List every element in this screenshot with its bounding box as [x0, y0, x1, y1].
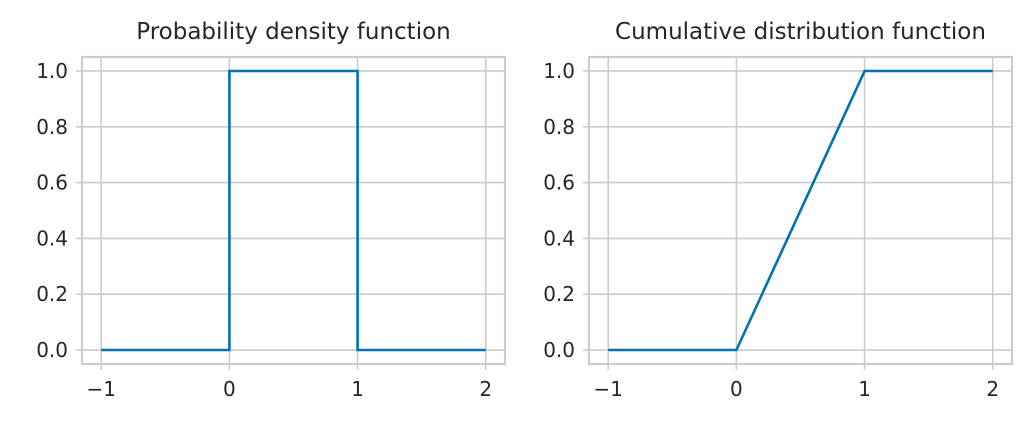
pdf-y-tick-label: 0.4	[36, 226, 68, 250]
pdf-grid	[82, 57, 505, 364]
cdf-x-tick-label: −1	[593, 377, 622, 401]
pdf-series	[101, 69, 486, 352]
cdf-grid	[589, 57, 1012, 364]
pdf-y-tick-label: 0.6	[36, 171, 68, 195]
cdf-y-tick-label: 0.4	[543, 226, 575, 250]
cdf-y-tick-label: 0.2	[543, 282, 575, 306]
pdf-chart-panel: Probability density function −1 0 1 2 0.0 0.2…	[36, 19, 507, 401]
cdf-chart-title: Cumulative distribution function	[615, 19, 986, 45]
pdf-x-tick-label: 2	[479, 377, 492, 401]
pdf-y-tick-label: 1.0	[36, 59, 68, 83]
cdf-y-tick-label: 1.0	[543, 59, 575, 83]
pdf-x-tick-label: −1	[86, 377, 115, 401]
pdf-x-tick-label: 0	[223, 377, 236, 401]
cdf-x-tick-label: 0	[730, 377, 743, 401]
pdf-plot-frame	[80, 55, 507, 366]
pdf-x-tick-label: 1	[351, 377, 364, 401]
pdf-y-tick-label: 0.0	[36, 338, 68, 362]
cdf-y-tick-label: 0.0	[543, 338, 575, 362]
cdf-ticks: −1 0 1 2 0.0 0.2 0.4 0.6 0.8 1.0	[543, 59, 999, 401]
cdf-y-tick-label: 0.6	[543, 171, 575, 195]
cdf-series-line-0	[608, 69, 993, 352]
pdf-y-tick-label: 0.2	[36, 282, 68, 306]
cdf-series	[608, 69, 993, 352]
cdf-x-tick-label: 2	[986, 377, 999, 401]
pdf-y-tick-label: 0.8	[36, 115, 68, 139]
pdf-chart-title: Probability density function	[136, 19, 451, 45]
cdf-y-tick-label: 0.8	[543, 115, 575, 139]
cdf-plot-frame	[587, 55, 1014, 366]
cdf-x-tick-label: 1	[858, 377, 871, 401]
pdf-series-line-0	[101, 69, 486, 352]
cdf-chart-panel: Cumulative distribution function −1 0 1 2 0.…	[543, 19, 1014, 401]
